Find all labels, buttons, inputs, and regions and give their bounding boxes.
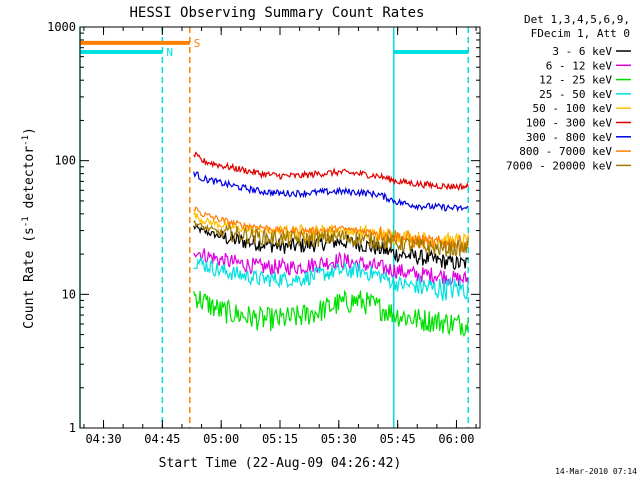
chart-title: HESSI Observing Summary Count Rates: [129, 5, 424, 21]
plot-area: NS: [79, 27, 469, 428]
series-line-50-100keV: [193, 210, 469, 251]
x-axis-label: Start Time (22-Aug-09 04:26:42): [159, 456, 402, 471]
legend-label-3-6keV: 3 - 6 keV: [552, 45, 612, 58]
y-tick-label-1: 1: [69, 421, 76, 435]
generation-timestamp: 14-Mar-2010 07:14: [555, 467, 637, 476]
y-axis-label-end: ): [22, 127, 37, 135]
series-line-800-7000keV: [193, 206, 469, 253]
y-axis-label-sup1: -1: [21, 216, 31, 227]
series-line-25-50keV: [193, 256, 469, 301]
legend-label-300-800keV: 300 - 800 keV: [526, 131, 612, 144]
legend-label-6-12keV: 6 - 12 keV: [546, 59, 613, 72]
y-axis-label-mid: detector: [22, 146, 37, 217]
x-tick-label-05:15: 05:15: [262, 432, 298, 446]
y-axis-label-main: Count Rate (s: [22, 227, 37, 329]
y-axis-ticks: 1 10 100 1000: [47, 20, 480, 435]
y-tick-label-100: 100: [54, 154, 76, 168]
series-line-7000-20000keV: [193, 219, 469, 257]
flag-n-label: N: [166, 46, 173, 59]
legend: Det 1,3,4,5,6,9, FDecim 1, Att 0 3 - 6 k…: [506, 13, 631, 172]
x-tick-label-05:45: 05:45: [380, 432, 416, 446]
legend-label-25-50keV: 25 - 50 keV: [539, 88, 612, 101]
series-line-300-800keV: [193, 171, 469, 213]
legend-label-50-100keV: 50 - 100 keV: [533, 102, 613, 115]
x-tick-label-06:00: 06:00: [438, 432, 474, 446]
x-tick-label-04:30: 04:30: [85, 432, 121, 446]
legend-label-7000-20000keV: 7000 - 20000 keV: [506, 159, 612, 172]
x-tick-label-04:45: 04:45: [144, 432, 180, 446]
series-line-6-12keV: [193, 248, 469, 286]
legend-label-12-25keV: 12 - 25 keV: [539, 74, 612, 87]
legend-header-line-2: FDecim 1, Att 0: [531, 27, 630, 40]
y-tick-label-10: 10: [62, 287, 76, 301]
y-axis-label: Count Rate (s-1 detector-1): [21, 127, 37, 329]
x-axis-ticks: 04:30 04:45 05:00 05:15 05:30 05:45 06:00: [83, 27, 477, 446]
x-tick-label-05:00: 05:00: [203, 432, 239, 446]
flag-s-label: S: [194, 37, 201, 50]
y-axis-label-sup2: -1: [21, 135, 31, 146]
x-tick-label-05:30: 05:30: [321, 432, 357, 446]
series-line-12-25keV: [193, 289, 469, 338]
series-line-100-300keV: [193, 151, 469, 192]
legend-header-line-1: Det 1,3,4,5,6,9,: [524, 13, 630, 26]
y-tick-label-1000: 1000: [47, 20, 76, 34]
legend-label-100-300keV: 100 - 300 keV: [526, 117, 612, 130]
legend-label-800-7000keV: 800 - 7000 keV: [519, 145, 612, 158]
